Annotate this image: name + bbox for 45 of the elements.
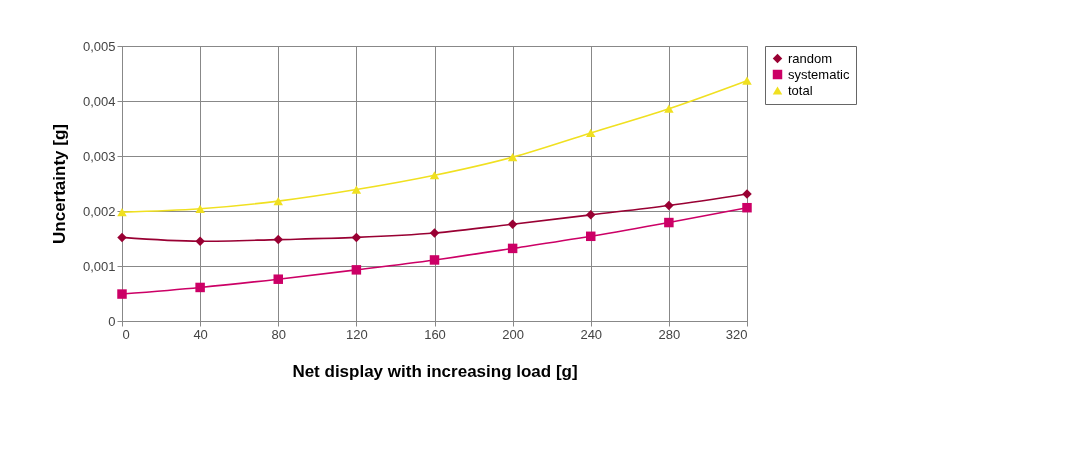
- legend-label: random: [788, 50, 833, 66]
- x-tick-label: 0: [122, 326, 130, 342]
- point: [351, 185, 362, 194]
- y-tick-label: 0,005: [82, 38, 116, 54]
- point: [429, 171, 440, 180]
- y-tick-label: 0,001: [82, 258, 116, 274]
- point: [429, 228, 440, 238]
- legend-label: total: [788, 82, 813, 98]
- point: [273, 274, 283, 284]
- x-tick-label: 120: [346, 326, 368, 342]
- point: [117, 289, 127, 299]
- point: [195, 282, 205, 293]
- point: [507, 243, 518, 254]
- y-tick-label: 0,003: [82, 148, 116, 164]
- x-tick-label: 280: [658, 326, 681, 342]
- legend-label: systematic: [788, 66, 850, 82]
- x-axis-title: Net display with increasing load [g]: [292, 361, 578, 381]
- point: [195, 236, 205, 246]
- point: [273, 196, 283, 206]
- point: [586, 210, 596, 220]
- point: [429, 255, 440, 265]
- point: [664, 217, 674, 228]
- x-tick-label: 200: [502, 326, 524, 342]
- point: [507, 152, 518, 162]
- point: [742, 202, 752, 213]
- point: [351, 232, 362, 243]
- x-tick-label: 40: [193, 326, 208, 342]
- point: [664, 200, 674, 211]
- x-tick-label: 80: [271, 326, 286, 342]
- point: [273, 234, 283, 245]
- y-tick-label: 0,002: [82, 203, 116, 219]
- point: [586, 231, 596, 242]
- x-tick-label: 240: [580, 326, 603, 342]
- x-tick-label: 160: [424, 326, 446, 342]
- point: [742, 76, 752, 85]
- y-tick-label: 0,004: [82, 93, 116, 109]
- point: [195, 204, 205, 213]
- point: [586, 128, 596, 138]
- point: [117, 232, 127, 243]
- point: [507, 219, 518, 229]
- point: [664, 104, 674, 113]
- x-tick-label: 320: [725, 326, 748, 342]
- y-axis-title: Uncertainty [g]: [49, 124, 69, 244]
- point: [351, 265, 362, 275]
- y-tick-label: 0: [108, 313, 116, 329]
